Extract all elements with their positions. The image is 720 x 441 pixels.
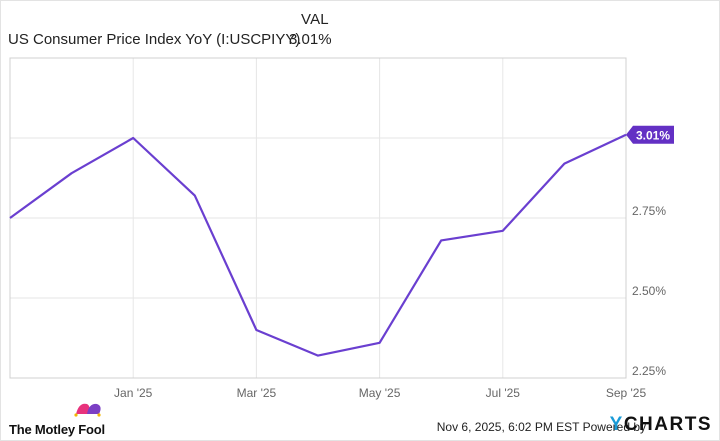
ycharts-logo-y: Y [609,414,624,435]
legend-series-value: 3.01% [289,31,332,48]
y-axis-labels: 2.25% 2.50% 2.75% [632,204,666,378]
x-tick-label: Jan '25 [114,386,153,400]
legend-series-name: US Consumer Price Index YoY (I:USCPIYY) [8,31,301,48]
y-tick-label: 2.25% [632,364,666,378]
x-tick-label: Jul '25 [486,386,521,400]
jester-hat-icon [74,403,101,417]
grid-lines [10,58,627,379]
x-axis-labels: Jan '25 Mar '25 May '25 Jul '25 Sep '25 [114,386,646,400]
last-value-flag: 3.01% [626,125,674,144]
cpi-series-line [9,133,627,357]
x-tick-label: May '25 [359,386,401,400]
last-value-flag-shape [626,125,674,144]
powered-by-text: Powered by [582,420,646,434]
x-tick-label: Mar '25 [237,386,277,400]
last-value-flag-text: 3.01% [636,128,670,142]
motley-fool-wordmark: The Motley Fool [9,422,105,437]
x-tick-label: Sep '25 [606,386,647,400]
timestamp-text: Nov 6, 2025, 6:02 PM EST [436,420,580,434]
y-tick-label: 2.75% [632,204,666,218]
y-tick-label: 2.50% [632,284,666,298]
ycharts-logo-text: CHARTS [623,414,712,435]
footer-timestamp: Nov 6, 2025, 6:02 PM EST Powered by [437,420,646,434]
ycharts-logo: YCHARTS [610,414,712,436]
legend-column-header: VAL [301,11,329,28]
